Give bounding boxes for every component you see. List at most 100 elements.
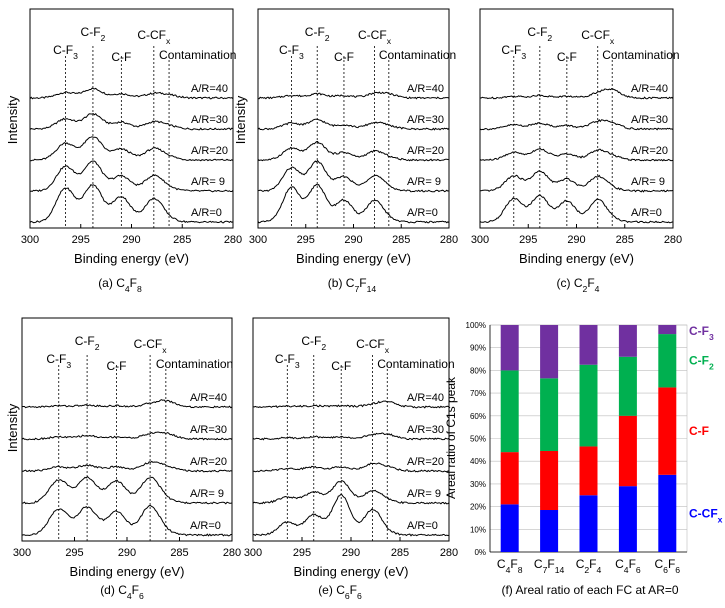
peak-label: C-CFx [356, 337, 390, 355]
spectrum-line [479, 194, 674, 224]
text-run: C [534, 557, 543, 571]
text-run: C-F [557, 50, 577, 64]
category-label: C7F14 [534, 557, 565, 575]
subscript: x [718, 514, 723, 524]
panel-caption: (a) C4F8 [98, 276, 142, 294]
spectrum-line [29, 112, 234, 131]
subscript: 4 [595, 284, 600, 294]
panel-caption: (b) C7F14 [328, 276, 377, 294]
y-tick-label: 0% [474, 548, 486, 557]
spectrum-label: A/R=0 [190, 520, 221, 532]
text-run: C-F [527, 25, 547, 39]
y-axis-label: Intensity [233, 95, 248, 144]
peak-label: C-F2 [301, 334, 326, 352]
series-label: C-F3 [689, 324, 714, 342]
x-tick-label: 280 [440, 547, 458, 559]
text-run: (a) [98, 276, 116, 290]
text-run: C-F [46, 352, 66, 366]
subscript: 3 [295, 360, 300, 370]
category-label: C2F4 [576, 557, 602, 575]
subscript: 2 [325, 33, 330, 43]
subscript: 3 [709, 332, 714, 342]
peak-label: Contamination [377, 357, 454, 371]
spectrum-line [257, 159, 450, 193]
spectrum-label: A/R=40 [407, 83, 444, 95]
spectrum-label: A/R= 9 [191, 176, 225, 188]
peak-label: C-F3 [275, 352, 300, 370]
text-run: F [359, 276, 366, 290]
x-tick-label: 295 [65, 547, 83, 559]
spectrum-label: A/R=40 [191, 83, 228, 95]
spectrum-label: A/R=20 [191, 145, 228, 157]
text-run: C-F [53, 43, 73, 57]
spectrum-label: A/R= 9 [407, 488, 441, 500]
text-run: C [116, 276, 125, 290]
x-tick-label: 290 [118, 547, 136, 559]
spectrum-line [29, 160, 234, 193]
spectrum-label: A/R=40 [631, 83, 668, 95]
text-run: C [654, 557, 663, 571]
xps-panel-4: 300 295 290 285 280 Binding energy (eV) Intens… [5, 317, 241, 601]
subscript: x [166, 36, 171, 46]
panel-caption: (c) C2F4 [557, 276, 600, 294]
y-axis-label: Intensity [5, 95, 20, 144]
x-tick-label: 290 [122, 234, 140, 246]
bar-segment [540, 450, 559, 511]
y-tick-label: 50% [470, 435, 486, 444]
x-tick-label: 295 [519, 234, 537, 246]
bar-segment [618, 325, 637, 357]
bar-segment [579, 495, 598, 552]
subscript: 2 [95, 342, 100, 352]
spectrum-line [257, 91, 450, 100]
subscript: 6 [663, 565, 668, 575]
text-run: C-F [107, 359, 127, 373]
peak-label: C-F3 [46, 352, 71, 370]
spectrum-label: A/R=30 [407, 114, 444, 126]
subscript: 2 [547, 33, 552, 43]
y-tick-label: 90% [470, 344, 486, 353]
spectrum-line [21, 399, 233, 409]
spectrum-label: A/R= 9 [190, 488, 224, 500]
spectrum-label: A/R=0 [191, 207, 222, 219]
x-tick-label: 300 [249, 234, 267, 246]
text-run: C-CF [581, 28, 610, 42]
bar-segment [579, 446, 598, 496]
text-run: C [497, 557, 506, 571]
spectrum-label: A/R= 9 [407, 176, 441, 188]
text-run: C-F [689, 353, 709, 367]
peak-label: C-F [111, 50, 131, 64]
y-tick-label: 70% [470, 389, 486, 398]
x-tick-label: 295 [72, 234, 90, 246]
subscript: 4 [125, 284, 130, 294]
peak-label: C-F2 [527, 25, 552, 43]
subscript: 3 [521, 51, 526, 61]
text-run: F [510, 557, 517, 571]
peak-label: Contamination [379, 48, 456, 62]
text-run: C-F [331, 359, 351, 373]
y-tick-label: 30% [470, 480, 486, 489]
y-tick-label: 80% [470, 366, 486, 375]
spectrum-line [479, 170, 674, 193]
text-run: C-F [305, 25, 325, 39]
peak-label: C-F2 [305, 25, 330, 43]
y-tick-label: 100% [466, 321, 486, 330]
text-run: C-F [75, 334, 95, 348]
xps-panel-1: 300 295 290 285 280 Binding energy (eV) Intens… [5, 8, 242, 294]
subscript: 14 [367, 284, 377, 294]
x-tick-label: 290 [567, 234, 585, 246]
text-run: C-F [689, 424, 709, 438]
subscript: 7 [543, 565, 548, 575]
text-run: C-F [501, 43, 521, 57]
bar-segment [540, 510, 559, 552]
subscript: 3 [299, 51, 304, 61]
spectrum-label: A/R=0 [631, 207, 662, 219]
bar-chart-panel: 0%10%20%30%40%50%60%70%80%90%100%C4F8 C7F… [444, 321, 723, 597]
text-run: F [130, 276, 137, 290]
spectrum-label: A/R=20 [407, 145, 444, 157]
spectrum-line [29, 136, 234, 162]
peak-label: C-F [334, 50, 354, 64]
x-tick-label: 285 [392, 234, 410, 246]
peak-label: C-CFx [134, 337, 168, 355]
peak-label: C-CFx [137, 28, 171, 46]
category-label: C6F6 [654, 557, 680, 575]
